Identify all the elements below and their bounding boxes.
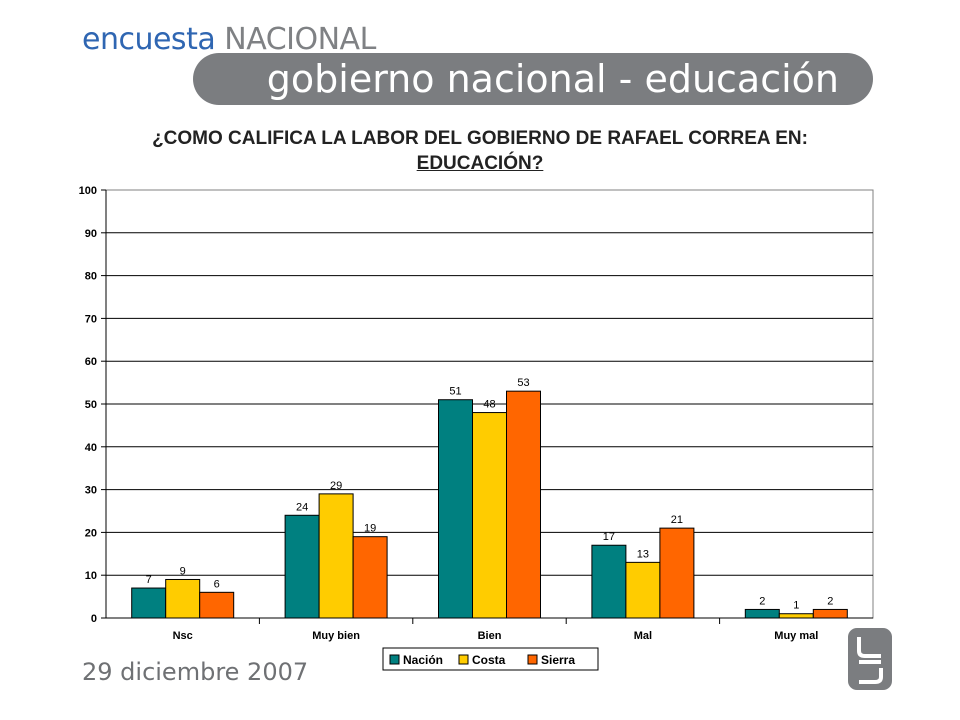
bar	[778, 613, 814, 619]
bar	[625, 561, 661, 619]
y-tick-label: 10	[85, 570, 97, 582]
bar	[318, 493, 354, 619]
data-label: 21	[671, 514, 683, 526]
y-tick-label: 90	[85, 228, 97, 240]
legend-label: Sierra	[541, 653, 575, 667]
bar	[472, 412, 507, 619]
data-label: 13	[637, 548, 649, 560]
bar	[438, 399, 473, 619]
bar	[659, 527, 695, 619]
y-tick-label: 80	[85, 271, 97, 283]
data-label: 2	[827, 595, 833, 607]
bar	[812, 608, 848, 619]
banner-title: gobierno nacional - educación	[266, 57, 839, 101]
brand-logo-text: encuesta NACIONAL	[82, 22, 376, 57]
data-label: 48	[483, 399, 495, 411]
data-label: 51	[449, 386, 461, 398]
data-label: 7	[146, 574, 152, 586]
y-tick-label: 40	[85, 442, 97, 454]
legend-label: Nación	[403, 653, 443, 667]
brand-word-nacional: NACIONAL	[224, 22, 376, 57]
data-label: 24	[296, 501, 308, 513]
chart-question: ¿COMO CALIFICA LA LABOR DEL GOBIERNO DE …	[0, 126, 960, 176]
x-tick-label: Nsc	[173, 630, 193, 642]
x-tick-label: Mal	[634, 630, 652, 642]
bar	[352, 536, 388, 619]
bar	[744, 608, 780, 619]
title-banner: gobierno nacional - educación	[193, 53, 873, 105]
y-tick-label: 50	[85, 399, 97, 411]
legend-label: Costa	[472, 653, 506, 667]
bar	[131, 587, 167, 619]
y-tick-label: 60	[85, 356, 97, 368]
bar	[199, 591, 235, 619]
legend-swatch	[458, 654, 469, 665]
y-tick-label: 100	[79, 185, 97, 197]
x-tick-label: Muy mal	[774, 630, 818, 642]
x-tick-label: Bien	[478, 630, 502, 642]
footer-date: 29 diciembre 2007	[82, 658, 309, 686]
data-label: 29	[330, 480, 342, 492]
legend-box	[382, 647, 599, 671]
data-label: 17	[603, 531, 615, 543]
y-tick-label: 0	[91, 613, 97, 625]
question-line-2: EDUCACIÓN?	[416, 153, 544, 174]
data-label: 1	[793, 600, 799, 612]
y-tick-label: 70	[85, 313, 97, 325]
company-logo-icon	[848, 628, 892, 690]
bar	[284, 514, 320, 619]
data-label: 53	[517, 377, 529, 389]
bar	[506, 390, 541, 619]
y-tick-label: 30	[85, 485, 97, 497]
data-label: 6	[214, 578, 220, 590]
legend-swatch	[389, 654, 400, 665]
x-tick-label: Muy bien	[312, 630, 360, 642]
bar	[591, 544, 627, 619]
question-line-1: ¿COMO CALIFICA LA LABOR DEL GOBIERNO DE …	[152, 128, 808, 149]
bar	[165, 578, 201, 619]
legend-swatch	[527, 654, 538, 665]
brand-word-encuesta: encuesta	[82, 22, 216, 57]
data-label: 19	[364, 523, 376, 535]
y-tick-label: 20	[85, 527, 97, 539]
data-label: 9	[180, 565, 186, 577]
data-label: 2	[759, 595, 765, 607]
